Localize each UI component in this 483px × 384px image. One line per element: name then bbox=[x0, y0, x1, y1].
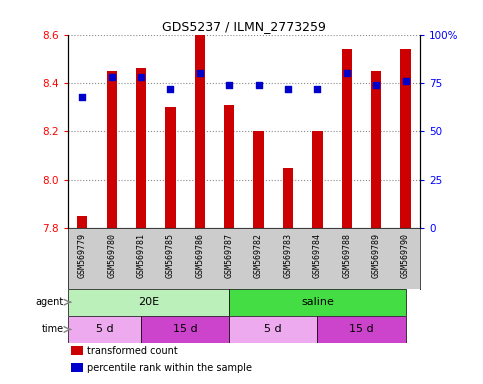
Point bbox=[137, 74, 145, 80]
Point bbox=[167, 86, 174, 92]
Title: GDS5237 / ILMN_2773259: GDS5237 / ILMN_2773259 bbox=[162, 20, 326, 33]
Text: GSM569783: GSM569783 bbox=[284, 233, 293, 278]
Text: GSM569787: GSM569787 bbox=[225, 233, 234, 278]
Text: agent: agent bbox=[36, 297, 64, 307]
Text: percentile rank within the sample: percentile rank within the sample bbox=[87, 363, 252, 373]
Bar bbox=[141, 316, 229, 343]
Point bbox=[343, 70, 351, 76]
Bar bbox=[195, 35, 205, 228]
Bar bbox=[224, 105, 234, 228]
Point bbox=[372, 82, 380, 88]
Bar bbox=[317, 316, 406, 343]
Bar bbox=[229, 316, 317, 343]
Text: GSM569782: GSM569782 bbox=[254, 233, 263, 278]
Bar bbox=[136, 68, 146, 228]
Text: GSM569789: GSM569789 bbox=[371, 233, 381, 278]
Text: 15 d: 15 d bbox=[349, 324, 374, 334]
Text: GSM569779: GSM569779 bbox=[78, 233, 87, 278]
Bar bbox=[400, 49, 411, 228]
Text: GSM569781: GSM569781 bbox=[137, 233, 145, 278]
Point bbox=[78, 93, 86, 99]
Text: 20E: 20E bbox=[138, 297, 159, 307]
Text: GSM569790: GSM569790 bbox=[401, 233, 410, 278]
Point bbox=[402, 78, 410, 84]
Point bbox=[255, 82, 262, 88]
Bar bbox=[71, 362, 84, 372]
Point bbox=[226, 82, 233, 88]
Point bbox=[284, 86, 292, 92]
Bar bbox=[283, 168, 293, 228]
Text: GSM569780: GSM569780 bbox=[107, 233, 116, 278]
Point bbox=[196, 70, 204, 76]
Bar bbox=[229, 289, 406, 316]
Text: time: time bbox=[42, 324, 64, 334]
Text: saline: saline bbox=[301, 297, 334, 307]
Bar bbox=[165, 107, 176, 228]
Text: GSM569784: GSM569784 bbox=[313, 233, 322, 278]
Point bbox=[313, 86, 321, 92]
Bar bbox=[371, 71, 381, 228]
Text: transformed count: transformed count bbox=[87, 346, 178, 356]
Bar bbox=[312, 131, 323, 228]
Bar bbox=[254, 131, 264, 228]
Bar bbox=[68, 316, 141, 343]
Text: GSM569786: GSM569786 bbox=[195, 233, 204, 278]
Bar bbox=[77, 216, 87, 228]
Text: 15 d: 15 d bbox=[173, 324, 198, 334]
Bar bbox=[68, 289, 229, 316]
Bar bbox=[107, 71, 117, 228]
Point bbox=[108, 74, 115, 80]
Bar bbox=[71, 346, 84, 355]
Text: GSM569788: GSM569788 bbox=[342, 233, 351, 278]
Text: GSM569785: GSM569785 bbox=[166, 233, 175, 278]
Text: 5 d: 5 d bbox=[96, 324, 113, 334]
Bar bbox=[341, 49, 352, 228]
Text: 5 d: 5 d bbox=[265, 324, 282, 334]
